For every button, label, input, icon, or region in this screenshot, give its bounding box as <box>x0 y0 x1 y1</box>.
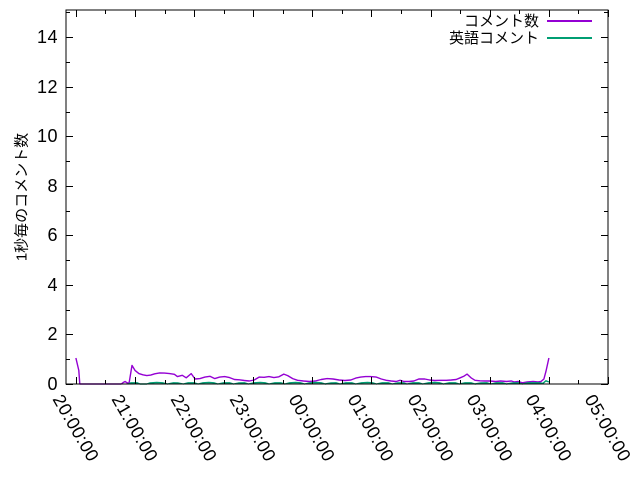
y-tick-label: 0 <box>47 374 58 394</box>
y-tick-label: 8 <box>47 175 58 196</box>
y-tick-label: 4 <box>47 274 58 295</box>
legend-line-sample-english-comments <box>547 36 592 39</box>
y-tick-label: 12 <box>36 76 58 97</box>
y-tick-label: 14 <box>36 27 58 48</box>
y-tick-label: 2 <box>47 324 58 345</box>
legend-entry-comment-count: コメント数 <box>449 12 592 30</box>
legend-label-comment-count: コメント数 <box>463 13 539 30</box>
legend-line-sample-comment-count <box>547 19 592 22</box>
y-tick-label: 6 <box>47 225 58 246</box>
plot-frame <box>65 9 609 385</box>
legend: コメント数 英語コメント <box>448 12 592 47</box>
legend-label-english-comments: 英語コメント <box>448 30 539 47</box>
series-line-comment-count <box>75 357 550 385</box>
legend-entry-english-comments: 英語コメント <box>448 29 592 47</box>
y-tick-label: 10 <box>36 126 58 147</box>
